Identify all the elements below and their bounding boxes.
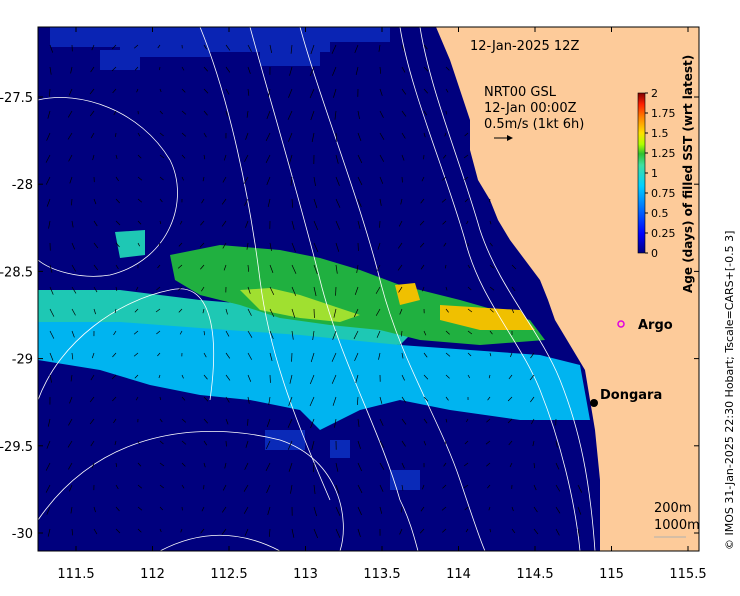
x-tick-label: 111.5 [57,567,94,582]
y-tick-label: -28.5 [0,265,33,280]
current-scale: 0.5m/s (1kt 6h) [484,117,584,132]
colorbar-tick-label: 1.75 [651,107,676,120]
credit-text: © IMOS 31-Jan-2025 22:30 Hobart; Tscale=… [723,231,736,550]
colorbar-tick-label: 0.25 [651,227,676,240]
x-tick-label: 114.5 [516,567,553,582]
x-tick-label: 113.5 [363,567,400,582]
colorbar-tick-label: 1.5 [651,127,669,140]
colorbar-tick-label: 1 [651,167,658,180]
x-tick-label: 115.5 [669,567,706,582]
dongara-label: Dongara [600,388,662,403]
colorbar-label: Age (days) of filled SST (wrt latest) [681,55,695,293]
y-tick-label: -29.5 [0,440,33,455]
colorbar [638,93,645,253]
y-tick-label: -30 [12,527,33,542]
depth-legend-1000: 1000m [654,518,700,533]
x-tick-label: 112 [140,567,165,582]
current-time: 12-Jan 00:00Z [484,101,577,116]
x-tick-label: 115 [599,567,624,582]
x-tick-label: 114 [446,567,471,582]
map-plot-area [38,27,699,551]
date-label: 12-Jan-2025 12Z [470,39,579,54]
x-tick-label: 113 [293,567,318,582]
colorbar-tick-label: 0.5 [651,207,669,220]
colorbar-tick-label: 1.25 [651,147,676,160]
argo-label: Argo [638,318,673,333]
colorbar-tick-label: 2 [651,87,658,100]
y-tick-label: -29 [12,353,33,368]
x-tick-label: 112.5 [210,567,247,582]
current-product: NRT00 GSL [484,85,557,100]
depth-legend-200: 200m [654,501,691,516]
dongara-marker [590,399,598,407]
colorbar-tick-label: 0 [651,247,658,260]
y-tick-label: -27.5 [0,91,33,106]
y-tick-label: -28 [12,178,33,193]
colorbar-tick-label: 0.75 [651,187,676,200]
